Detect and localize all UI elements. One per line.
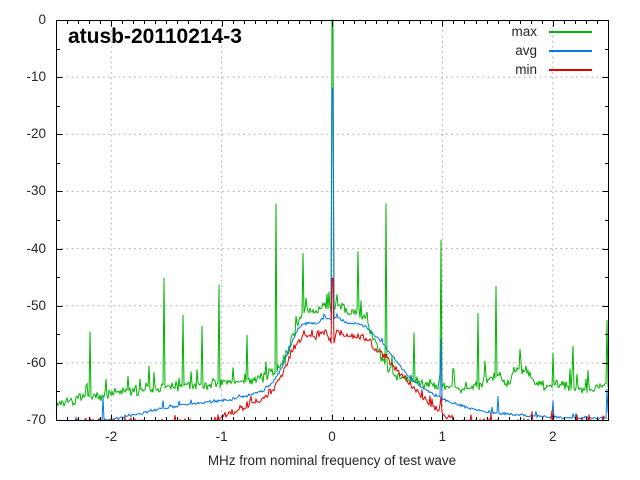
chart-title: atusb-20110214-3 — [68, 25, 242, 48]
legend-line-sample-min — [549, 68, 592, 71]
legend: max avg min — [478, 22, 592, 79]
y-tick-label: 0 — [38, 12, 46, 27]
x-tick-label: 0 — [328, 429, 336, 444]
legend-item-min: min — [478, 60, 592, 79]
x-tick-label: 2 — [549, 429, 557, 444]
y-tick-label: -60 — [26, 354, 46, 370]
y-tick-label: -20 — [26, 126, 46, 142]
y-tick-label: -10 — [26, 69, 46, 85]
legend-label-max: max — [511, 24, 537, 39]
legend-item-avg: avg — [478, 41, 592, 60]
y-tick-label: -40 — [26, 240, 46, 256]
x-tick-label: -1 — [215, 429, 228, 444]
legend-line-sample-max — [549, 30, 592, 33]
y-tick-label: -50 — [26, 297, 46, 313]
y-tick-label: -70 — [26, 412, 46, 427]
x-tick-label: 1 — [438, 429, 447, 444]
legend-label-avg: avg — [515, 43, 537, 58]
x-tick-label: -2 — [105, 429, 118, 444]
legend-label-min: min — [515, 62, 537, 77]
y-tick-label: -30 — [26, 183, 46, 199]
x-axis-title: MHz from nominal frequency of test wave — [207, 453, 457, 468]
legend-item-max: max — [478, 22, 592, 41]
legend-line-sample-avg — [549, 49, 592, 52]
